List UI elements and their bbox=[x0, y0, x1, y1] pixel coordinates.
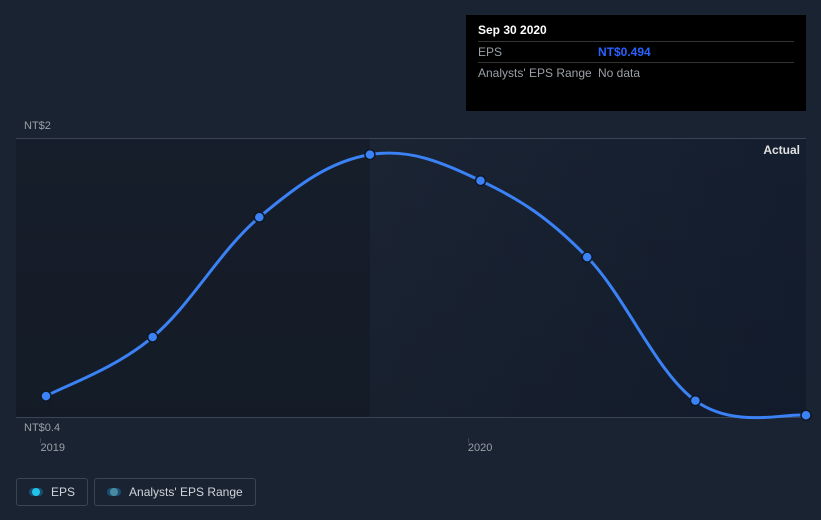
tooltip-value: No data bbox=[598, 66, 640, 80]
y-axis-top-label: NT$2 bbox=[24, 120, 51, 132]
x-axis: 2019 2020 bbox=[16, 442, 806, 462]
eps-marker[interactable] bbox=[801, 410, 811, 420]
legend: EPS Analysts' EPS Range bbox=[16, 478, 256, 506]
y-axis-bottom-label: NT$0.4 bbox=[24, 422, 60, 434]
legend-item-eps[interactable]: EPS bbox=[16, 478, 88, 506]
tooltip-label: EPS bbox=[478, 45, 598, 59]
tooltip-label: Analysts' EPS Range bbox=[478, 66, 598, 80]
eps-marker[interactable] bbox=[254, 212, 264, 222]
eps-marker[interactable] bbox=[690, 396, 700, 406]
eps-line bbox=[46, 153, 806, 418]
plot-region[interactable]: Actual bbox=[16, 138, 806, 418]
eps-marker[interactable] bbox=[582, 252, 592, 262]
tooltip-value: NT$0.494 bbox=[598, 45, 651, 59]
eps-marker[interactable] bbox=[365, 150, 375, 160]
tooltip-row-eps: EPS NT$0.494 bbox=[478, 41, 794, 62]
hover-tooltip: Sep 30 2020 EPS NT$0.494 Analysts' EPS R… bbox=[466, 15, 806, 111]
eps-line-svg bbox=[16, 139, 806, 417]
tooltip-date: Sep 30 2020 bbox=[478, 23, 794, 41]
eps-marker[interactable] bbox=[148, 332, 158, 342]
legend-swatch-eps bbox=[29, 488, 43, 496]
legend-item-range[interactable]: Analysts' EPS Range bbox=[94, 478, 256, 506]
x-tick-label: 2020 bbox=[468, 442, 492, 454]
x-tick-label: 2019 bbox=[40, 442, 64, 454]
legend-label: Analysts' EPS Range bbox=[129, 485, 243, 499]
x-tick-mark bbox=[468, 438, 469, 443]
legend-label: EPS bbox=[51, 485, 75, 499]
tooltip-row-range: Analysts' EPS Range No data bbox=[478, 62, 794, 83]
eps-chart-container: { "tooltip": { "date": "Sep 30 2020", "r… bbox=[0, 0, 821, 520]
eps-marker[interactable] bbox=[476, 176, 486, 186]
legend-swatch-range bbox=[107, 488, 121, 496]
eps-marker[interactable] bbox=[41, 391, 51, 401]
chart-area[interactable]: NT$2 Actual NT$0.4 bbox=[16, 120, 806, 440]
x-tick-mark bbox=[40, 438, 41, 443]
